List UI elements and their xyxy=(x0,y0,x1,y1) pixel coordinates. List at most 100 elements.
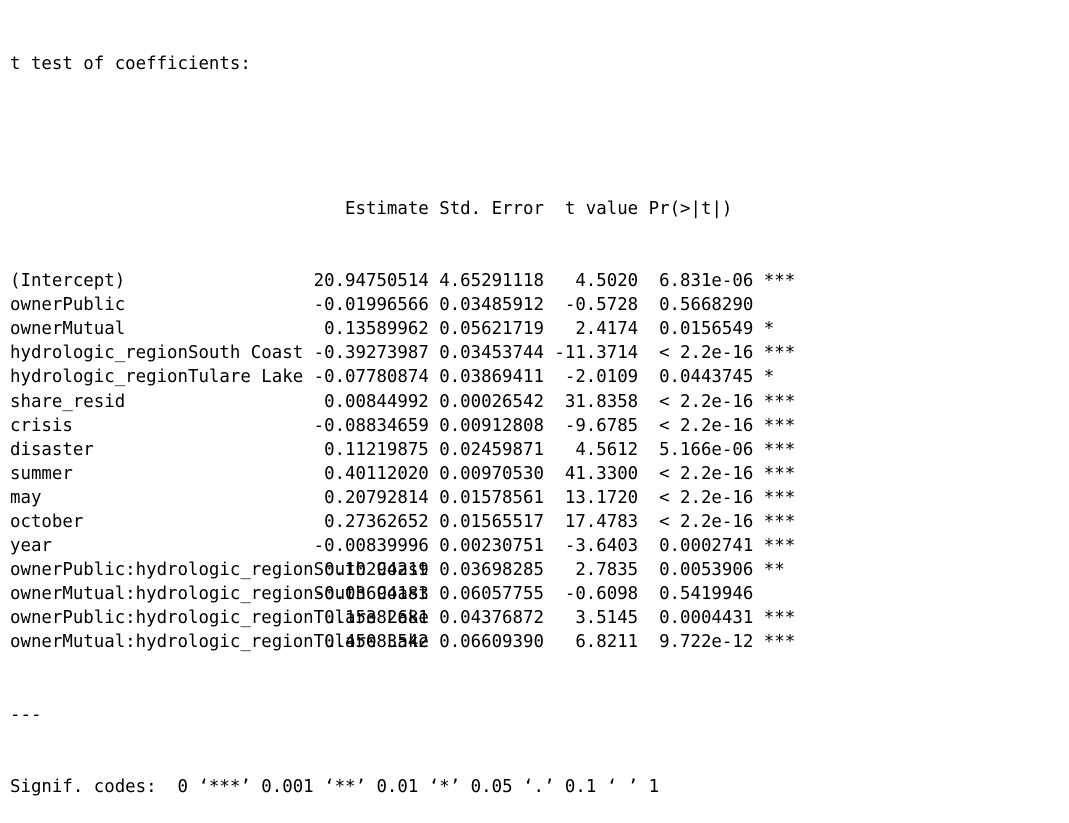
coef-p-value: 0.0004431 xyxy=(659,608,754,629)
table-row: ownerMutual:hydrologic_regionSouth Coast… xyxy=(10,582,806,606)
coef-t-value: -2.0109 xyxy=(564,367,639,388)
table-row: ownerPublic -0.01996566 0.03485912 -0.5728 0… xyxy=(10,293,806,317)
coef-name: ownerMutual xyxy=(10,319,126,340)
coef-name: disaster xyxy=(10,439,94,460)
coef-t-value: -9.6785 xyxy=(564,415,639,436)
coefficient-rows: (Intercept) 20.94750514 4.65291118 4.5020 6.… xyxy=(10,269,806,655)
coef-t-value: -0.5728 xyxy=(564,295,639,316)
coef-estimate: 0.00844992 xyxy=(324,391,429,412)
table-row: may 0.20792814 0.01578561 13.1720 < 2.2e-16 *… xyxy=(10,486,806,510)
coef-p-value: < 2.2e-16 xyxy=(659,511,754,532)
coef-estimate: 0.15382681 xyxy=(324,608,429,629)
table-row: hydrologic_regionTulare Lake -0.07780874 0… xyxy=(10,365,806,389)
table-row: ownerPublic:hydrologic_regionTulare Lake… xyxy=(10,606,806,630)
coef-std-error: 0.04376872 xyxy=(439,608,544,629)
coef-std-error: 0.06609390 xyxy=(439,632,544,653)
coef-std-error: 0.00970530 xyxy=(439,463,544,484)
coef-signif: *** xyxy=(763,487,796,508)
coef-name: may xyxy=(10,487,42,508)
coef-std-error: 0.00912808 xyxy=(439,415,544,436)
coef-estimate: 0.13589962 xyxy=(324,319,429,340)
coef-std-error: 0.03698285 xyxy=(439,560,544,581)
coef-std-error: 0.03453744 xyxy=(439,343,544,364)
coef-name: ownerPublic xyxy=(10,295,126,316)
coef-p-value: 5.166e-06 xyxy=(659,439,754,460)
coef-t-value: -11.3714 xyxy=(554,343,639,364)
table-row: ownerMutual 0.13589962 0.05621719 2.4174 0.0… xyxy=(10,317,806,341)
coef-p-value: 0.0443745 xyxy=(659,367,754,388)
coef-t-value: 2.7835 xyxy=(575,560,639,581)
coef-signif: * xyxy=(763,319,775,340)
coef-t-value: 31.8358 xyxy=(564,391,639,412)
coef-name: (Intercept) xyxy=(10,271,126,292)
coef-t-value: 6.8211 xyxy=(575,632,639,653)
coef-signif: *** xyxy=(763,632,796,653)
coef-signif: *** xyxy=(763,343,796,364)
coef-std-error: 0.03869411 xyxy=(439,367,544,388)
coef-name: ownerMutual:hydrologic_regionSouth Coast xyxy=(10,584,429,605)
coef-estimate: 0.27362652 xyxy=(324,511,429,532)
coef-estimate: 0.20792814 xyxy=(324,487,429,508)
table-row: ownerMutual:hydrologic_regionTulare Lake… xyxy=(10,630,806,654)
coef-signif: *** xyxy=(763,536,796,557)
table-row: crisis -0.08834659 0.00912808 -9.6785 < 2.2e… xyxy=(10,414,806,438)
coef-p-value: < 2.2e-16 xyxy=(659,415,754,436)
table-row: hydrologic_regionSouth Coast -0.39273987 0… xyxy=(10,341,806,365)
table-row: share_resid 0.00844992 0.00026542 31.8358 < … xyxy=(10,390,806,414)
coef-estimate: -0.08834659 xyxy=(313,415,429,436)
table-row: ownerPublic:hydrologic_regionSouth Coast… xyxy=(10,558,806,582)
header-t-value: t value xyxy=(564,198,639,219)
coef-signif: *** xyxy=(763,391,796,412)
coef-std-error: 0.00026542 xyxy=(439,391,544,412)
coef-name: summer xyxy=(10,463,73,484)
separator-line: --- xyxy=(10,704,42,725)
coef-std-error: 0.00230751 xyxy=(439,536,544,557)
coef-t-value: -3.6403 xyxy=(564,536,639,557)
coef-p-value: < 2.2e-16 xyxy=(659,343,754,364)
coef-estimate: -0.00839996 xyxy=(313,536,429,557)
coef-t-value: 3.5145 xyxy=(575,608,639,629)
coef-p-value: 0.0156549 xyxy=(659,319,754,340)
table-row: year -0.00839996 0.00230751 -3.6403 0.000274… xyxy=(10,534,806,558)
coef-estimate: -0.01996566 xyxy=(313,295,429,316)
table-row: disaster 0.11219875 0.02459871 4.5612 5.166e… xyxy=(10,438,806,462)
coef-t-value: 4.5020 xyxy=(575,271,639,292)
coef-name: hydrologic_regionTulare Lake xyxy=(10,367,304,388)
coef-std-error: 0.01565517 xyxy=(439,511,544,532)
coef-p-value: 0.5668290 xyxy=(659,295,754,316)
coef-t-value: 4.5612 xyxy=(575,439,639,460)
coef-p-value: 0.5419946 xyxy=(659,584,754,605)
coef-p-value: 6.831e-06 xyxy=(659,271,754,292)
coef-std-error: 4.65291118 xyxy=(439,271,544,292)
coef-estimate: 20.94750514 xyxy=(313,271,429,292)
coef-name: share_resid xyxy=(10,391,126,412)
header-estimate: Estimate xyxy=(345,198,429,219)
table-header-row: Estimate Std. Error t value Pr(>|t|) xyxy=(10,197,806,221)
coef-estimate: 0.11219875 xyxy=(324,439,429,460)
coef-t-value: 41.3300 xyxy=(564,463,639,484)
signif-codes-legend: Signif. codes: 0 ‘***’ 0.001 ‘**’ 0.01 ‘… xyxy=(10,777,660,797)
coef-t-value: -0.6098 xyxy=(564,584,639,605)
coef-t-value: 13.1720 xyxy=(564,487,639,508)
coef-name: ownerPublic:hydrologic_regionSouth Coast xyxy=(10,560,429,581)
coef-signif: ** xyxy=(763,560,785,581)
coef-p-value: < 2.2e-16 xyxy=(659,487,754,508)
coef-p-value: 9.722e-12 xyxy=(659,632,754,653)
coef-signif: *** xyxy=(763,439,796,460)
coef-signif: *** xyxy=(763,608,796,629)
coef-std-error: 0.02459871 xyxy=(439,439,544,460)
coef-estimate: 0.45083542 xyxy=(324,632,429,653)
coef-signif: *** xyxy=(763,511,796,532)
coef-std-error: 0.06057755 xyxy=(439,584,544,605)
coef-std-error: 0.01578561 xyxy=(439,487,544,508)
coef-name: ownerPublic:hydrologic_regionTulare Lake xyxy=(10,608,429,629)
coef-t-value: 2.4174 xyxy=(575,319,639,340)
coef-estimate: -0.03694183 xyxy=(313,584,429,605)
coef-estimate: 0.10294219 xyxy=(324,560,429,581)
coef-t-value: 17.4783 xyxy=(564,511,639,532)
coef-signif: *** xyxy=(763,415,796,436)
console-output: t test of coefficients: Estimate Std. Err… xyxy=(10,4,806,823)
coef-estimate: 0.40112020 xyxy=(324,463,429,484)
coef-signif: *** xyxy=(763,271,796,292)
coef-name: hydrologic_regionSouth Coast xyxy=(10,343,304,364)
